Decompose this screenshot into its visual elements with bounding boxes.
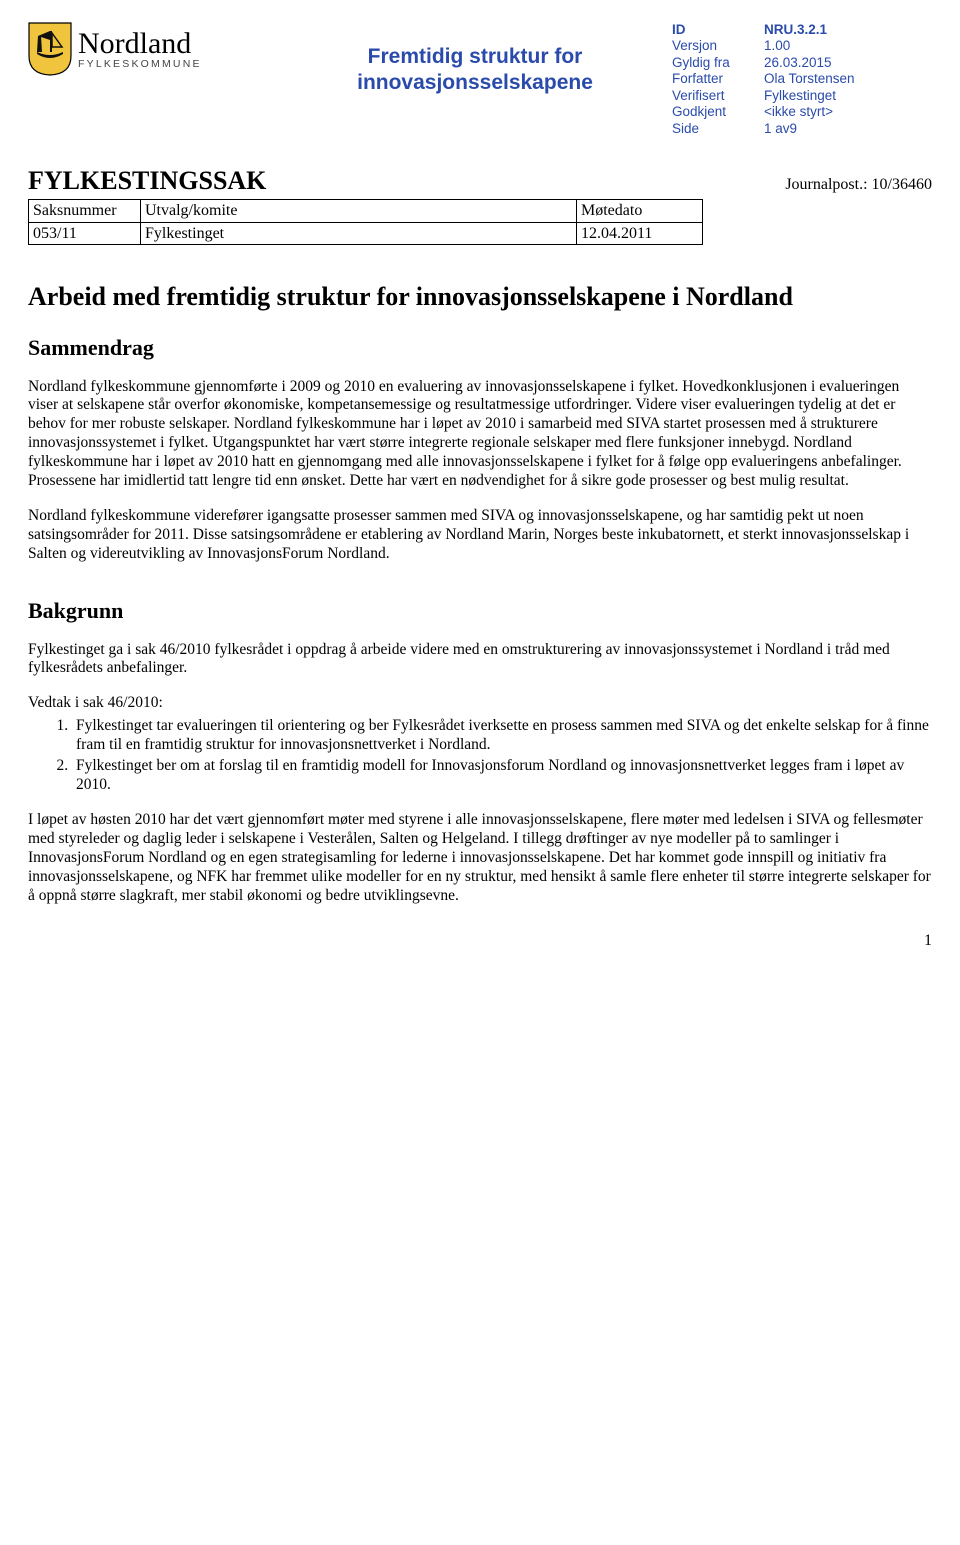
shield-icon bbox=[28, 22, 72, 76]
cell-number: 053/11 bbox=[29, 222, 141, 245]
meta-key-version: Versjon bbox=[672, 38, 764, 54]
list-item: Fylkestinget tar evalueringen til orient… bbox=[72, 717, 932, 755]
subject-line2: innovasjonsselskapene bbox=[357, 71, 593, 94]
subject-line1: Fremtidig struktur for bbox=[368, 45, 583, 68]
col-header-date: Møtedato bbox=[577, 200, 703, 223]
document-subject: Fremtidig struktur for innovasjonsselska… bbox=[286, 22, 664, 97]
cell-date: 12.04.2011 bbox=[577, 222, 703, 245]
background-paragraph: Fylkestinget ga i sak 46/2010 fylkesråde… bbox=[28, 641, 932, 679]
document-title: Arbeid med fremtidig struktur for innova… bbox=[28, 281, 932, 313]
meta-val-validfrom: 26.03.2015 bbox=[764, 55, 932, 71]
decision-list: Fylkestinget tar evalueringen til orient… bbox=[28, 717, 932, 795]
table-row: 053/11 Fylkestinget 12.04.2011 bbox=[29, 222, 703, 245]
meta-val-id: NRU.3.2.1 bbox=[764, 22, 932, 38]
meta-key-validfrom: Gyldig fra bbox=[672, 55, 764, 71]
meta-val-author: Ola Torstensen bbox=[764, 71, 932, 87]
brand-subtitle: FYLKESKOMMUNE bbox=[78, 59, 202, 70]
case-table: Saksnummer Utvalg/komite Møtedato 053/11… bbox=[28, 199, 703, 245]
document-header: Nordland FYLKESKOMMUNE Fremtidig struktu… bbox=[28, 22, 932, 137]
journal-ref: Journalpost.: 10/36460 bbox=[785, 175, 932, 195]
brand-word: Nordland bbox=[78, 29, 202, 59]
case-block: FYLKESTINGSSAK Journalpost.: 10/36460 Sa… bbox=[28, 165, 932, 245]
meta-key-approved: Godkjent bbox=[672, 104, 764, 120]
col-header-number: Saksnummer bbox=[29, 200, 141, 223]
table-row: Saksnummer Utvalg/komite Møtedato bbox=[29, 200, 703, 223]
decision-label: Vedtak i sak 46/2010: bbox=[28, 694, 932, 713]
page-number: 1 bbox=[28, 931, 932, 951]
meta-val-verified: Fylkestinget bbox=[764, 88, 932, 104]
cell-committee: Fylkestinget bbox=[141, 222, 577, 245]
background-paragraph: I løpet av høsten 2010 har det vært gjen… bbox=[28, 811, 932, 906]
summary-paragraph: Nordland fylkeskommune gjennomførte i 20… bbox=[28, 378, 932, 491]
meta-val-approved: <ikke styrt> bbox=[764, 104, 932, 120]
document-meta: ID NRU.3.2.1 Versjon 1.00 Gyldig fra 26.… bbox=[672, 22, 932, 137]
meta-val-version: 1.00 bbox=[764, 38, 932, 54]
meta-key-author: Forfatter bbox=[672, 71, 764, 87]
section-heading-summary: Sammendrag bbox=[28, 335, 932, 362]
brand-logo: Nordland FYLKESKOMMUNE bbox=[28, 22, 278, 76]
meta-key-id: ID bbox=[672, 22, 764, 38]
list-item: Fylkestinget ber om at forslag til en fr… bbox=[72, 757, 932, 795]
summary-paragraph: Nordland fylkeskommune viderefører igang… bbox=[28, 507, 932, 564]
case-title: FYLKESTINGSSAK bbox=[28, 165, 266, 197]
section-heading-background: Bakgrunn bbox=[28, 598, 932, 625]
meta-key-verified: Verifisert bbox=[672, 88, 764, 104]
meta-val-page: 1 av9 bbox=[764, 121, 932, 137]
meta-key-page: Side bbox=[672, 121, 764, 137]
col-header-committee: Utvalg/komite bbox=[141, 200, 577, 223]
